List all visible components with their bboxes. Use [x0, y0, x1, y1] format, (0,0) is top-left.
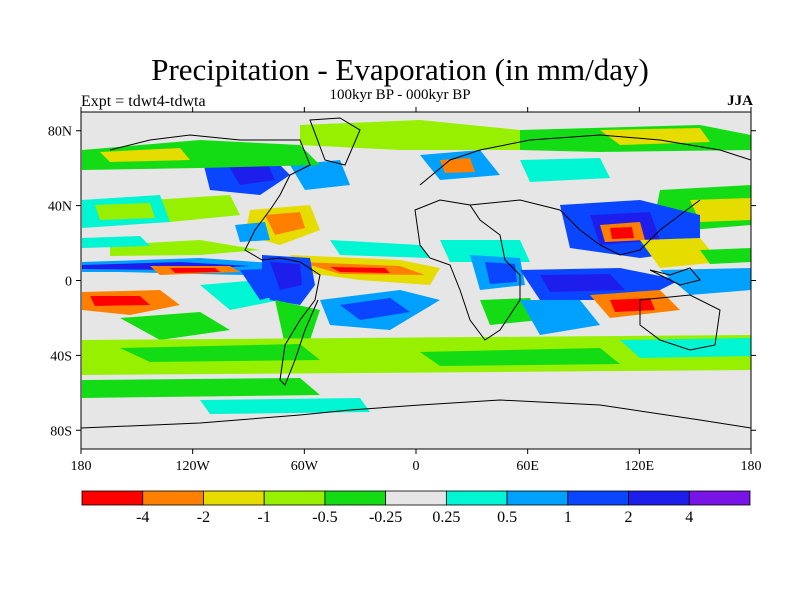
coastlines — [81, 117, 751, 429]
colorbar-label: -1 — [258, 509, 271, 526]
lon-tick-label: 180 — [741, 459, 762, 474]
colorbar-label: 4 — [685, 509, 693, 526]
colorbar-swatch — [142, 490, 204, 506]
colorbar-label: -4 — [136, 509, 149, 526]
plot-title: Precipitation - Evaporation (in mm/day) — [151, 52, 649, 87]
colorbar-label: -0.25 — [369, 509, 402, 526]
lon-tick-label: 0 — [413, 459, 420, 474]
precip-evap-field — [82, 120, 751, 414]
colorbar-label: -2 — [197, 509, 210, 526]
colorbar-swatch — [506, 490, 569, 506]
colorbar-label: 1 — [564, 509, 572, 526]
colorbar-label: -0.5 — [312, 509, 337, 526]
lon-tick-label: 120W — [176, 459, 211, 474]
colorbar: -4 -2 -1 -0.5 -0.25 0.25 0.5 1 2 4 — [81, 490, 751, 526]
colorbar-swatch — [567, 490, 629, 506]
latitude-axis: 80N 40N 0 40S 80S — [48, 125, 756, 439]
lat-tick-label: 80N — [48, 125, 72, 140]
colorbar-label: 2 — [625, 509, 633, 526]
lat-tick-label: 40N — [48, 200, 72, 215]
colorbar-label: 0.5 — [497, 509, 517, 526]
colorbar-label: 0.25 — [432, 509, 460, 526]
plot-subtitle: 100kyr BP - 000kyr BP — [329, 87, 471, 103]
colorbar-swatch — [688, 490, 751, 506]
colorbar-swatch — [81, 490, 144, 506]
lon-tick-label: 120E — [625, 459, 655, 474]
lat-tick-label: 0 — [65, 275, 72, 290]
season-label: JJA — [727, 93, 753, 109]
longitude-axis: 180 120W 60W 0 60E 120E 180 — [71, 107, 762, 474]
colorbar-swatch — [203, 490, 265, 506]
lon-tick-label: 60W — [291, 459, 319, 474]
experiment-label: Expt = tdwt4-tdwta — [81, 93, 206, 110]
lon-tick-label: 180 — [71, 459, 92, 474]
colorbar-swatch — [385, 490, 447, 506]
colorbar-swatch — [628, 490, 690, 506]
colorbar-swatch — [445, 490, 508, 506]
colorbar-swatch — [324, 490, 387, 506]
lon-tick-label: 60E — [516, 459, 539, 474]
lat-tick-label: 40S — [50, 349, 72, 364]
lat-tick-label: 80S — [50, 424, 72, 439]
colorbar-swatch — [263, 490, 326, 506]
